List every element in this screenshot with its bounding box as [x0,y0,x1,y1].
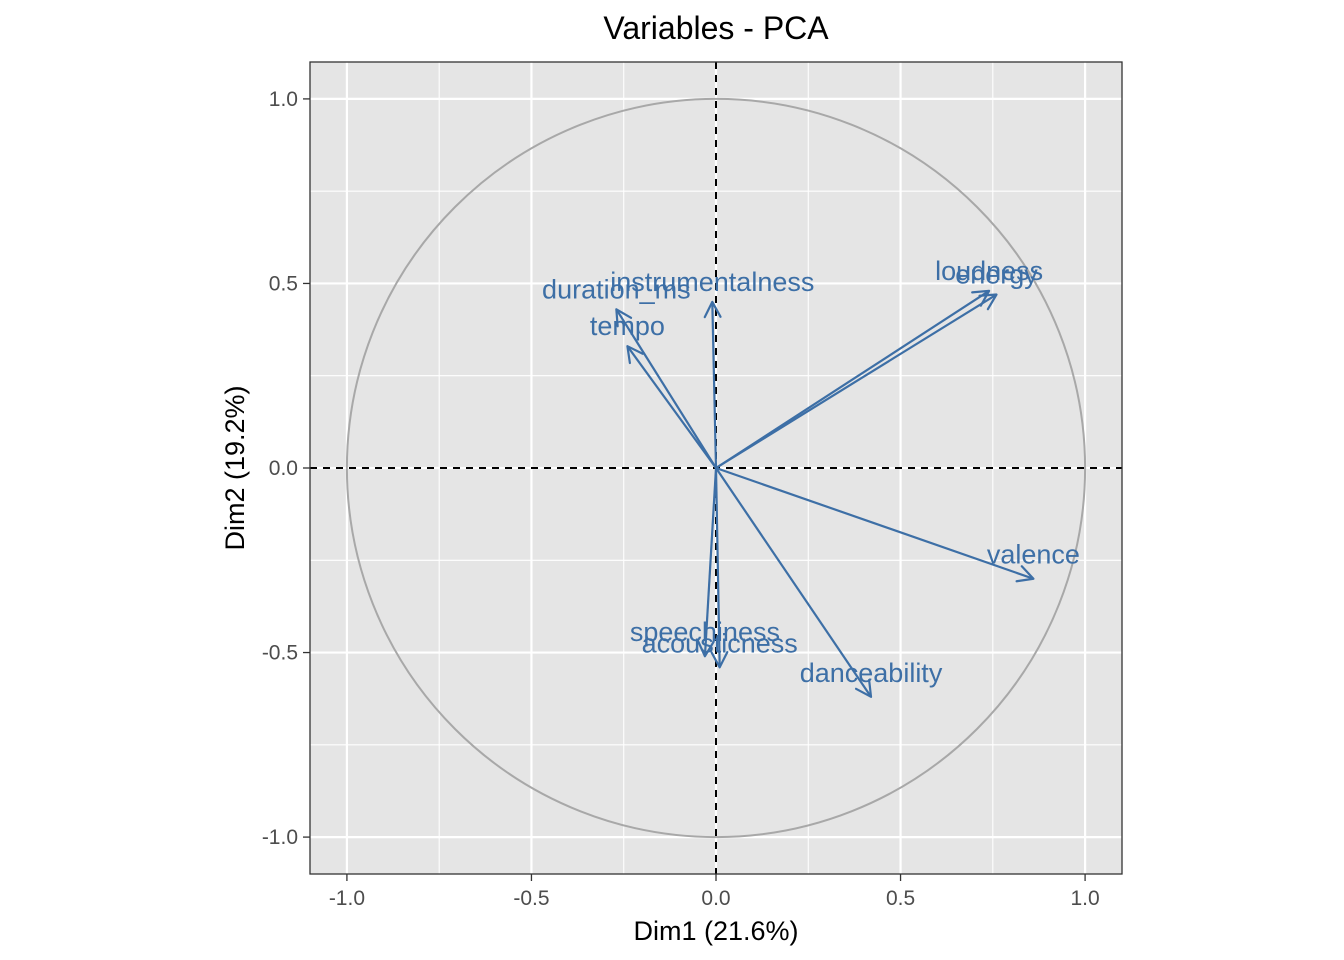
arrow-duration_ms [615,308,717,469]
arrow-danceability [715,467,873,698]
arrow-head [1015,565,1035,583]
arrow-loudness [715,289,991,469]
y-tick-label: -0.5 [262,642,298,665]
arrow-shaft [626,345,717,469]
arrow-head [978,293,998,311]
arrow-shaft [715,467,872,698]
arrow-shaft [715,466,1034,580]
arrow-head [703,300,722,319]
chart-title: Variables - PCA [603,10,829,46]
correlation-circle-layer [345,97,1087,839]
variable-label-tempo: tempo [590,311,665,341]
y-axis: -1.0 -0.5 0.0 0.5 1.0 [262,88,310,849]
arrow-energy [715,293,998,469]
x-tick-label: -0.5 [513,887,549,910]
variable-label-energy: energy [955,260,1038,290]
variable-label-duration_ms: duration_ms [542,274,691,304]
x-axis: -1.0 -0.5 0.0 0.5 1.0 [329,874,1100,910]
arrow-shaft [714,467,721,668]
x-axis-title: Dim1 (21.6%) [633,916,798,946]
arrow-shaft [715,289,990,469]
arrow-head [971,289,991,307]
arrow-head [626,345,644,365]
variable-label-valence: valence [987,540,1080,570]
variable-label-instrumentalness: instrumentalness [610,267,814,297]
arrow-shaft [615,308,717,469]
variable-label-acousticness: acousticness [642,628,798,658]
x-tick-label: 0.0 [701,887,730,910]
arrow-head [615,308,633,328]
arrow-head [854,678,873,698]
arrow-speechiness [696,467,718,658]
y-tick-label: 1.0 [269,88,298,111]
correlation-circle [345,97,1087,839]
arrow-head [710,651,729,669]
variable-label-speechiness: speechiness [630,617,780,647]
x-tick-label: -1.0 [329,887,365,910]
arrow-shaft [715,293,998,469]
arrow-tempo [626,345,717,469]
y-tick-label: 0.0 [269,457,298,480]
arrow-acousticness [710,467,729,669]
variable-arrows [615,289,1035,698]
arrow-instrumentalness [703,300,722,469]
variable-label-loudness: loudness [935,256,1043,286]
arrow-shaft [711,301,718,469]
y-axis-title: Dim2 (19.2%) [220,385,250,550]
arrow-valence [715,466,1035,583]
y-tick-label: 0.5 [269,272,298,295]
arrow-head [696,639,715,658]
x-tick-label: 0.5 [886,887,915,910]
y-tick-label: -1.0 [262,826,298,849]
x-tick-label: 1.0 [1070,887,1099,910]
variable-label-danceability: danceability [800,658,943,688]
arrow-shaft [703,467,718,657]
